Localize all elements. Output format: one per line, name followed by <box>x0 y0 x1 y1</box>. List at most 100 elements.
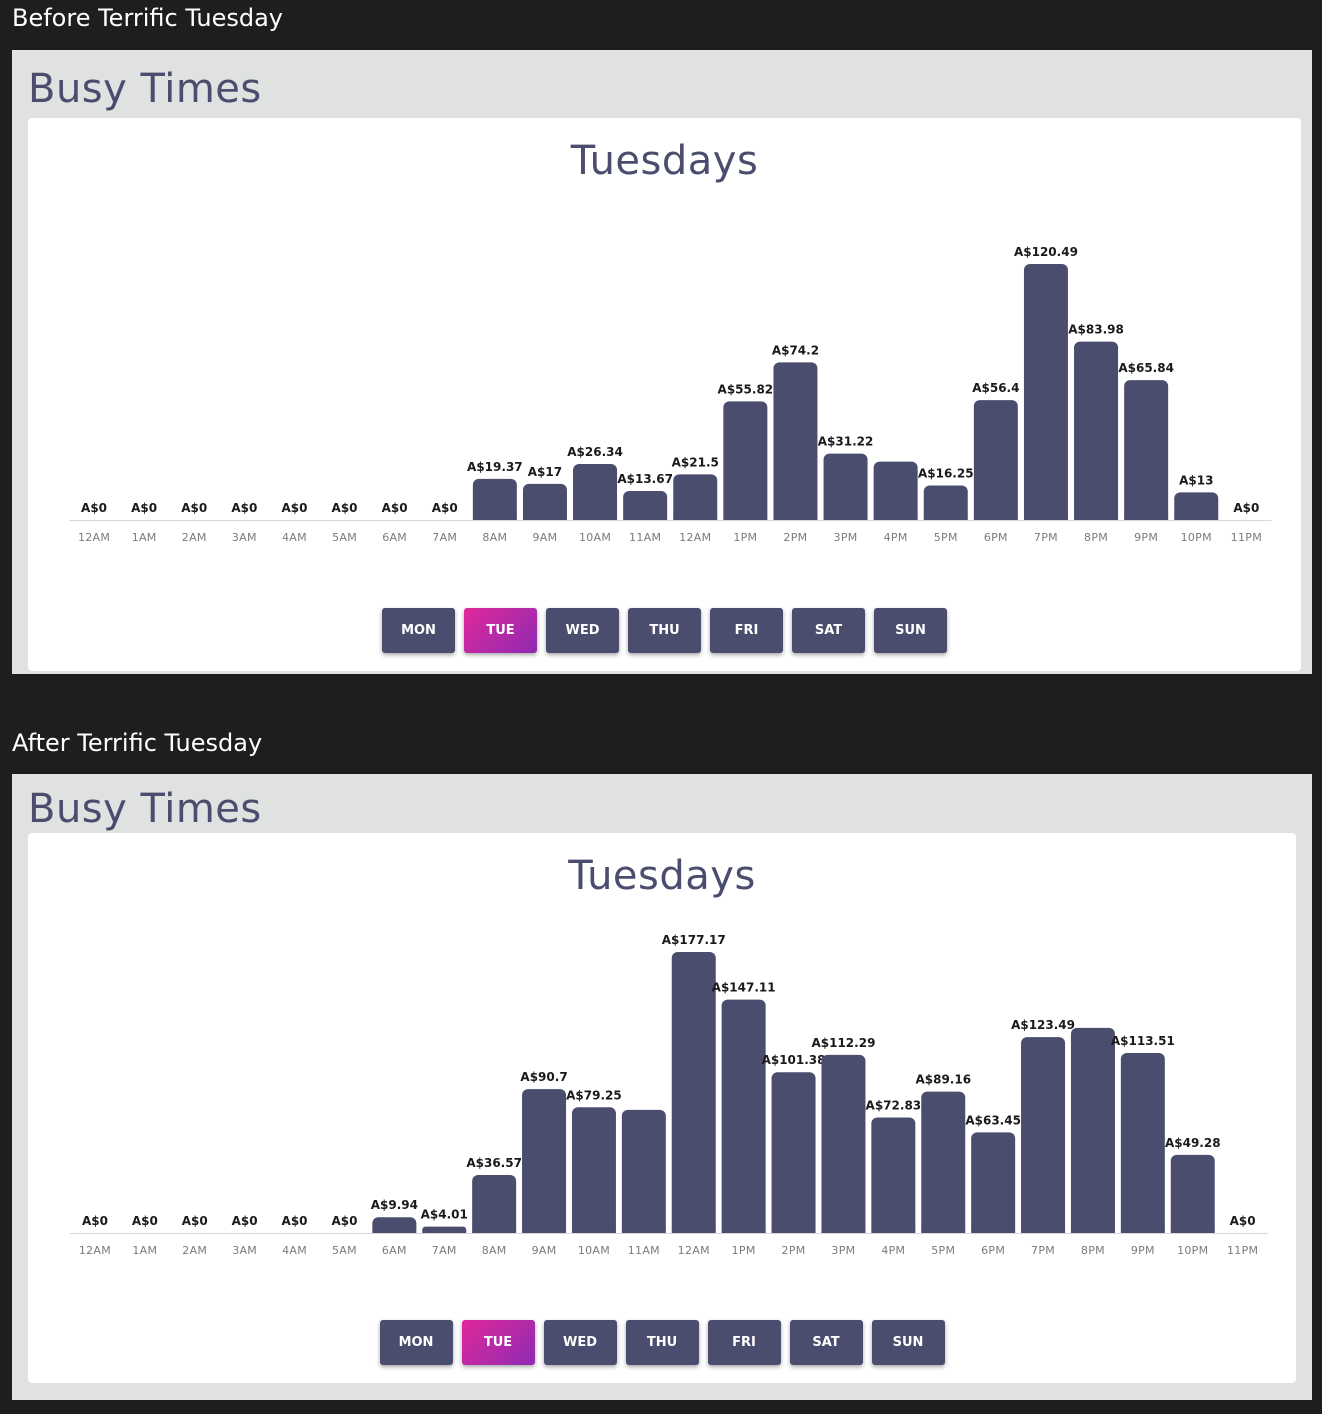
bar[interactable] <box>673 474 718 520</box>
busy-times-panel-before: Busy Times Tuesdays A$0 12AM A$0 1AM A$0 2AM A… <box>12 50 1312 674</box>
bar[interactable] <box>1023 264 1068 520</box>
day-button-tue[interactable]: TUE <box>461 1320 535 1365</box>
bar-base <box>472 514 517 520</box>
bar[interactable] <box>723 401 768 520</box>
bar[interactable] <box>1074 341 1119 520</box>
day-button-mon[interactable]: MON <box>382 608 455 653</box>
bar-value-label: A$0 <box>132 1214 158 1228</box>
x-tick-label: 10AM <box>578 1244 610 1257</box>
day-button-wed[interactable]: WED <box>543 1320 617 1365</box>
bar-value-label: A$63.45 <box>965 1113 1021 1127</box>
day-button-sat[interactable]: SAT <box>789 1320 863 1365</box>
x-tick-label: 7PM <box>1031 1244 1055 1257</box>
x-tick-label: 11PM <box>1227 1244 1258 1257</box>
bar-base <box>1170 1227 1215 1233</box>
bar[interactable] <box>1120 1052 1165 1233</box>
bar[interactable] <box>671 952 716 1233</box>
x-tick-label: 6AM <box>382 531 407 544</box>
x-tick-label: 8PM <box>1084 531 1108 544</box>
bar-value-label: A$56.4 <box>972 381 1019 395</box>
bar[interactable] <box>522 1089 567 1233</box>
x-tick-label: 1AM <box>132 1244 157 1257</box>
x-tick-label: 7AM <box>432 531 457 544</box>
day-button-fri[interactable]: FRI <box>710 608 783 653</box>
bar[interactable] <box>921 1091 966 1233</box>
bar-value-label: A$90.7 <box>520 1070 567 1084</box>
x-tick-label: 6AM <box>382 1244 407 1257</box>
bar-value-label: A$36.57 <box>466 1156 522 1170</box>
bar[interactable] <box>773 362 818 520</box>
bar[interactable] <box>621 1109 666 1233</box>
x-tick-label: 5PM <box>934 531 958 544</box>
bar-base <box>773 514 818 520</box>
bar-base <box>1021 1227 1066 1233</box>
x-tick-label: 2PM <box>782 1244 806 1257</box>
bar[interactable] <box>1021 1037 1066 1233</box>
bar-base <box>621 1227 666 1233</box>
bar[interactable] <box>522 483 567 520</box>
day-button-sat[interactable]: SAT <box>792 608 865 653</box>
bar-value-label: A$0 <box>382 501 408 515</box>
bar-base <box>871 1227 916 1233</box>
bar-base <box>573 514 618 520</box>
section-title-before: Before Terrific Tuesday <box>12 4 284 32</box>
section-title-after: After Terrific Tuesday <box>12 729 263 757</box>
bar[interactable] <box>1070 1027 1115 1233</box>
day-button-sun[interactable]: SUN <box>871 1320 945 1365</box>
bar[interactable] <box>873 461 918 520</box>
bar[interactable] <box>472 1174 517 1233</box>
bar-value-label: A$79.25 <box>566 1088 622 1102</box>
bar-base <box>671 1227 716 1233</box>
bar-value-label: A$0 <box>331 1214 357 1228</box>
x-tick-label: 12AM <box>79 1244 111 1257</box>
bar-base <box>1174 514 1219 520</box>
x-tick-label: 1PM <box>732 1244 756 1257</box>
bar[interactable] <box>1124 380 1169 520</box>
bar-base <box>1120 1227 1165 1233</box>
busy-times-chart: A$0 12AM A$0 1AM A$0 2AM A$0 3AM A$0 4AM A$0 5AM A$0… <box>69 245 1272 544</box>
bar-base <box>921 1227 966 1233</box>
bar[interactable] <box>871 1117 916 1233</box>
x-tick-label: 3AM <box>232 1244 257 1257</box>
bar-value-label: A$74.2 <box>772 343 819 357</box>
bar[interactable] <box>571 1107 616 1233</box>
x-tick-label: 8PM <box>1081 1244 1105 1257</box>
bar[interactable] <box>1174 492 1219 520</box>
panel-heading: Busy Times <box>28 786 262 832</box>
bar[interactable] <box>1170 1154 1215 1233</box>
bar[interactable] <box>923 485 968 520</box>
bar[interactable] <box>771 1072 816 1233</box>
bar[interactable] <box>821 1054 866 1233</box>
day-button-mon[interactable]: MON <box>379 1320 453 1365</box>
x-tick-label: 10PM <box>1181 531 1212 544</box>
day-button-thu[interactable]: THU <box>625 1320 699 1365</box>
bar-value-label: A$65.84 <box>1118 361 1174 375</box>
x-tick-label: 9PM <box>1131 1244 1155 1257</box>
bar-base <box>372 1227 417 1233</box>
x-tick-label: 7AM <box>432 1244 457 1257</box>
x-tick-label: 3PM <box>834 531 858 544</box>
bar[interactable] <box>623 490 668 520</box>
x-tick-label: 10AM <box>579 531 611 544</box>
day-button-fri[interactable]: FRI <box>707 1320 781 1365</box>
bar[interactable] <box>721 999 766 1233</box>
bar-value-label: A$13.67 <box>617 472 673 486</box>
bar[interactable] <box>573 464 618 520</box>
bar-base <box>1074 514 1119 520</box>
day-button-thu[interactable]: THU <box>628 608 701 653</box>
bar-base <box>821 1227 866 1233</box>
bar-base <box>522 514 567 520</box>
bar-base <box>673 514 718 520</box>
bar-base <box>971 1227 1016 1233</box>
bar-value-label: A$0 <box>232 1214 258 1228</box>
day-button-wed[interactable]: WED <box>546 608 619 653</box>
bar[interactable] <box>472 478 517 520</box>
day-button-tue[interactable]: TUE <box>464 608 537 653</box>
bar[interactable] <box>973 400 1018 520</box>
bar[interactable] <box>823 453 868 520</box>
bar-value-label: A$9.94 <box>371 1198 418 1212</box>
day-selector: MON TUE WED THU FRI SAT SUN <box>28 1320 1296 1365</box>
bar-base <box>721 1227 766 1233</box>
bar[interactable] <box>971 1132 1016 1233</box>
day-button-sun[interactable]: SUN <box>874 608 947 653</box>
